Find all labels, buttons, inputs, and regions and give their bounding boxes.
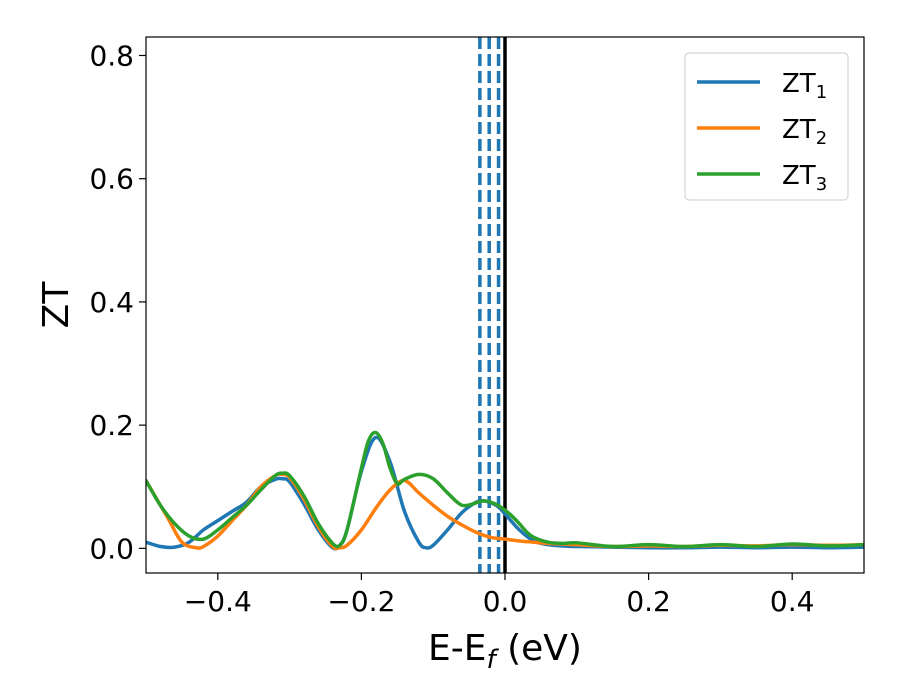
- legend-entry-subscript: 2: [816, 128, 827, 149]
- y-tick-label: 0.0: [89, 532, 134, 565]
- legend-entry: ZT1: [782, 69, 827, 103]
- y-tick-label: 0.6: [89, 163, 134, 196]
- legend-entry: ZT2: [782, 115, 827, 149]
- legend-entry: ZT3: [782, 161, 827, 195]
- legend-entry-name: ZT: [782, 161, 816, 191]
- legend-entry-name: ZT: [782, 115, 816, 145]
- y-tick-label: 0.8: [89, 39, 134, 72]
- series-lines: [146, 430, 864, 551]
- legend-box: [684, 52, 849, 201]
- series-line-zt3: [146, 430, 864, 549]
- x-tick-label: −0.2: [327, 585, 395, 618]
- legend-entry-subscript: 3: [816, 174, 827, 195]
- reference-lines: [478, 37, 507, 573]
- y-tick-label: 0.2: [89, 409, 134, 442]
- y-axis-label: ZT: [36, 281, 77, 329]
- legend-entry-subscript: 1: [816, 82, 827, 103]
- y-tick-label: 0.4: [89, 286, 134, 319]
- x-axis-label-suffix: (eV): [496, 628, 582, 669]
- legend-entry-name: ZT: [782, 69, 816, 99]
- x-tick-label: 0.4: [770, 585, 815, 618]
- x-tick-label: 0.0: [483, 585, 528, 618]
- x-tick-label: −0.4: [184, 585, 252, 618]
- x-axis-label: E-Ef (eV): [428, 628, 582, 675]
- x-tick-label: 0.2: [626, 585, 671, 618]
- x-axis: −0.4 −0.2 0.0 0.2 0.4: [184, 573, 815, 618]
- x-axis-label-main: E-E: [428, 628, 486, 669]
- y-axis: 0.0 0.2 0.4 0.6 0.8: [89, 39, 146, 565]
